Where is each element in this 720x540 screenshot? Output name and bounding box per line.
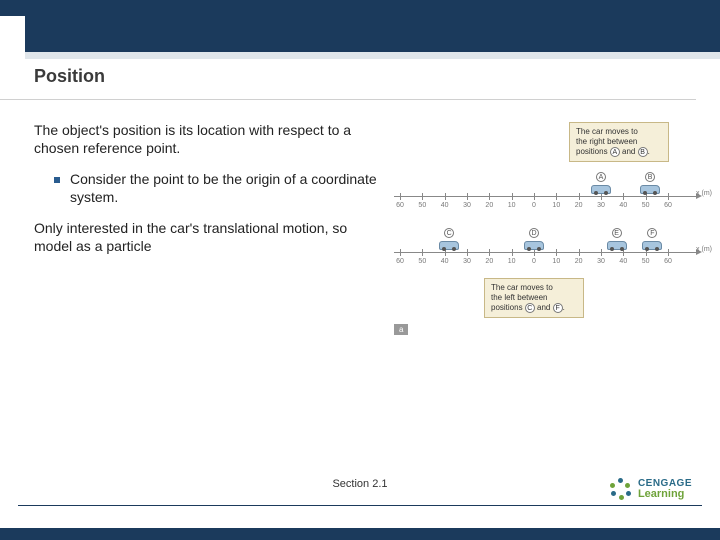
callout-bottom: The car moves to the left between positi… [484,278,584,318]
logo-text: CENGAGE Learning [638,479,692,500]
tick [556,249,557,256]
tick [668,193,669,200]
tick-label: 40 [619,202,627,209]
tick-label: 60 [664,202,672,209]
tick [623,193,624,200]
paragraph-1: The object's position is its location wi… [34,122,384,157]
car-icon [642,241,662,250]
tick [467,193,468,200]
tick-label: 20 [485,202,493,209]
tick-label: 60 [396,258,404,265]
tick [422,193,423,200]
bottom-bar [0,528,720,540]
position-marker: B [645,172,655,182]
bottom-rule [18,505,702,506]
slide-title: Position [0,52,696,100]
position-marker: A [596,172,606,182]
tick [400,249,401,256]
tick [400,193,401,200]
text-column: The object's position is its location wi… [34,122,384,335]
callout-top: The car moves to the right between posit… [569,122,669,162]
tick-label: 10 [508,258,516,265]
tick-label: 50 [642,202,650,209]
header-accent [0,16,720,52]
label-a-icon: A [610,147,620,157]
tick-label: 10 [508,202,516,209]
tick [601,193,602,200]
tick [534,249,535,256]
tick-label: 40 [441,258,449,265]
car-icon [640,185,660,194]
tick-label: 30 [463,202,471,209]
axis-unit: x (m) [696,190,712,197]
tick-label: 20 [575,202,583,209]
tick-label: 40 [619,258,627,265]
axis-line [394,252,696,253]
tick-label: 40 [441,202,449,209]
tick-label: 20 [485,258,493,265]
tick [512,249,513,256]
tick-label: 10 [552,258,560,265]
tick [579,249,580,256]
car-icon [607,241,627,250]
tick [512,193,513,200]
number-line-top: x (m) 6050403020100102030405060AB [394,168,708,218]
tick-label: 0 [532,258,536,265]
position-marker: F [647,228,657,238]
bullet-square-icon [54,177,60,183]
tick-label: 50 [418,258,426,265]
logo-mark-icon [610,478,632,500]
figure-label: a [394,324,408,335]
tick [489,193,490,200]
bullet-1: Consider the point to be the origin of a… [54,171,384,206]
tick [422,249,423,256]
brand-logo: CENGAGE Learning [610,478,692,500]
label-b-icon: B [638,147,648,157]
tick [579,193,580,200]
position-marker: C [444,228,454,238]
car-icon [591,185,611,194]
number-line-bottom: x (m) 6050403020100102030405060FEDC [394,224,708,274]
tick [601,249,602,256]
tick [668,249,669,256]
tick [556,193,557,200]
position-marker: D [529,228,539,238]
paragraph-2: Only interested in the car's translation… [34,220,384,255]
top-bar [0,0,720,16]
tick [534,193,535,200]
tick-label: 50 [418,202,426,209]
tick-label: 30 [597,202,605,209]
axis-unit: x (m) [696,246,712,253]
tick-label: 60 [396,202,404,209]
tick-label: 50 [642,258,650,265]
tick-label: 30 [463,258,471,265]
label-c-icon: C [525,303,535,313]
car-icon [439,241,459,250]
tick [445,193,446,200]
label-f-icon: F [553,303,563,313]
car-icon [524,241,544,250]
tick-label: 0 [532,202,536,209]
tick-label: 30 [597,258,605,265]
axis-line [394,196,696,197]
tick-label: 60 [664,258,672,265]
tick [467,249,468,256]
tick-label: 10 [552,202,560,209]
position-marker: E [612,228,622,238]
tick [489,249,490,256]
content-area: The object's position is its location wi… [0,100,720,335]
bullet-1-text: Consider the point to be the origin of a… [70,171,384,206]
figure-column: The car moves to the right between posit… [384,122,708,335]
tick-label: 20 [575,258,583,265]
